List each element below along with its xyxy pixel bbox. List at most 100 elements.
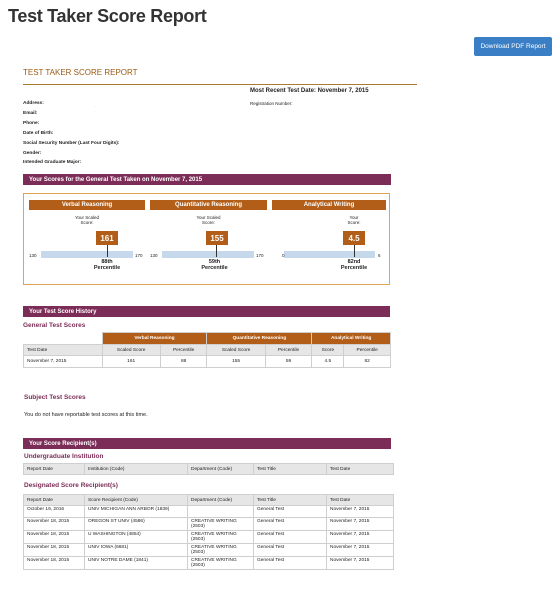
score-recipients-bar: Your Score Recipient(s) (23, 438, 391, 449)
recipient-cell: November 18, 2015 (23, 556, 85, 570)
quant-scale-max: 170 (256, 253, 264, 258)
undergrad-col: Department (Code) (187, 463, 254, 475)
score-history-bar: Your Test Score History (23, 306, 390, 317)
recipients-col: Test Date (326, 494, 394, 506)
gender-label: Gender: (23, 151, 42, 156)
quant-scale-bar (162, 251, 254, 258)
undergrad-col: Test Date (326, 463, 394, 475)
report-heading: TEST TAKER SCORE REPORT (23, 68, 138, 77)
general-test-scores-title: General Test Scores (23, 322, 86, 329)
history-col-quant-score: Scaled Score (206, 344, 266, 356)
address-label: Address: (23, 101, 44, 106)
writing-scale-bar (284, 251, 375, 258)
email-label: Email: (23, 111, 38, 116)
recipient-cell: CREATIVE WRITING (2503) (187, 543, 254, 557)
recipient-cell: October 19, 2016 (23, 505, 85, 518)
recipient-cell: General Test (253, 517, 327, 531)
recipient-cell: General Test (253, 556, 327, 570)
writing-scale-min: 0 (282, 253, 285, 258)
table-row: November 7, 2015 161 88 155 59 4.5 82 (23, 355, 391, 368)
writing-percentile-label: Percentile (340, 265, 368, 271)
writing-percentile: 82nd (347, 259, 361, 265)
recipient-cell: UNIV MICHIGAN ANN ARBOR (1839) (84, 505, 188, 518)
quant-panel-title: Quantitative Reasoning (150, 200, 267, 210)
page-title: Test Taker Score Report (8, 6, 207, 26)
quant-pointer (216, 245, 217, 257)
registration-number-label: Registration Number: (250, 101, 293, 106)
quant-scale-min: 130 (150, 253, 158, 258)
table-row: October 19, 2016 UNIV MICHIGAN ANN ARBOR… (23, 505, 394, 518)
ssn-label: Social Security Number (Last Four Digits… (23, 141, 120, 146)
download-pdf-button[interactable]: Download PDF Report (474, 37, 552, 56)
most-recent-test-date: Most Recent Test Date: November 7, 2015 (250, 88, 369, 94)
recipients-col: Report Date (23, 494, 85, 506)
dob-label: Date of Birth: (23, 131, 54, 136)
verbal-panel-title: Verbal Reasoning (29, 200, 145, 210)
writing-your-label: Your (349, 215, 359, 220)
history-col-writing-pct: Percentile (343, 344, 391, 356)
recipient-cell: UNIV IOWA (6681) (84, 543, 188, 557)
recipient-cell: U WASHINGTON (4854) (84, 530, 188, 544)
score-panels: Verbal Reasoning Your Scaled Score: 161 1… (23, 193, 390, 285)
recipient-cell: November 18, 2015 (23, 517, 85, 531)
writing-score-label: Score: (347, 220, 361, 225)
history-group-writing: Analytical Writing (311, 332, 391, 345)
verbal-scale-max: 170 (135, 253, 143, 258)
recipient-cell: CREATIVE WRITING (2503) (187, 517, 254, 531)
verbal-score-label: Score: (80, 220, 94, 225)
history-group-verbal: Verbal Reasoning (101, 332, 208, 345)
quant-score-label: Score: (201, 220, 215, 225)
history-col-verbal-score: Scaled Score (101, 344, 161, 356)
verbal-scale-bar (41, 251, 133, 258)
history-cell: 161 (101, 355, 161, 368)
recipient-cell: November 7, 2015 (326, 505, 394, 518)
verbal-pointer (107, 245, 108, 257)
phone-label: Phone: (23, 121, 40, 126)
recipient-cell: November 7, 2015 (326, 556, 394, 570)
writing-pointer (354, 245, 355, 257)
history-group-quant: Quantitative Reasoning (206, 332, 313, 345)
undergrad-table: Report Date Institution (Code) Departmen… (23, 463, 394, 475)
history-cell: 82 (343, 355, 391, 368)
recipient-cell: November 7, 2015 (326, 530, 394, 544)
history-col-writing-score: Score (311, 344, 345, 356)
table-row: November 18, 2015 UNIV IOWA (6681) CREAT… (23, 543, 394, 557)
recipients-col: Department (Code) (187, 494, 254, 506)
score-history-table: Verbal Reasoning Quantitative Reasoning … (23, 332, 391, 368)
verbal-panel: Verbal Reasoning Your Scaled Score: 161 1… (29, 200, 145, 284)
undergrad-col: Report Date (23, 463, 85, 475)
verbal-score: 161 (96, 231, 118, 245)
address-value: . (95, 103, 97, 108)
designated-recipients-table: Report Date Score Recipient (Code) Depar… (23, 494, 394, 570)
history-cell: 4.5 (311, 355, 345, 368)
writing-score: 4.5 (343, 231, 365, 245)
recipient-cell: UNIV NOTRE DAME (1841) (84, 556, 188, 570)
recipient-cell: General Test (253, 530, 327, 544)
recipient-cell: November 7, 2015 (326, 543, 394, 557)
table-row: November 18, 2015 UNIV NOTRE DAME (1841)… (23, 556, 394, 570)
recipient-cell (187, 505, 254, 518)
recipient-cell: General Test (253, 543, 327, 557)
recipient-cell: CREATIVE WRITING (2503) (187, 556, 254, 570)
history-cell: 59 (264, 355, 313, 368)
verbal-scaled-label: Your Scaled (74, 215, 100, 220)
heading-divider (23, 84, 417, 85)
subject-test-scores-title: Subject Test Scores (24, 394, 86, 401)
verbal-percentile: 88th (101, 259, 113, 265)
writing-panel: Analytical Writing Your Score: 4.5 0 6 82… (272, 200, 386, 284)
history-cell: 155 (206, 355, 266, 368)
recipients-col: Score Recipient (Code) (84, 494, 188, 506)
recipient-cell: OREGON ST UNIV (4586) (84, 517, 188, 531)
history-col-verbal-pct: Percentile (159, 344, 208, 356)
history-col-quant-pct: Percentile (264, 344, 313, 356)
history-cell: 88 (159, 355, 208, 368)
quant-percentile-label: Percentile (201, 265, 228, 271)
table-row: November 18, 2015 U WASHINGTON (4854) CR… (23, 530, 394, 544)
history-col-test-date: Test Date (23, 344, 103, 356)
history-cell: November 7, 2015 (23, 355, 103, 368)
verbal-percentile-label: Percentile (93, 265, 121, 271)
no-subject-scores-message: You do not have reportable test scores a… (24, 412, 148, 418)
recipient-cell: November 7, 2015 (326, 517, 394, 531)
undergrad-col: Institution (Code) (84, 463, 188, 475)
general-scores-bar: Your Scores for the General Test Taken o… (23, 174, 391, 185)
